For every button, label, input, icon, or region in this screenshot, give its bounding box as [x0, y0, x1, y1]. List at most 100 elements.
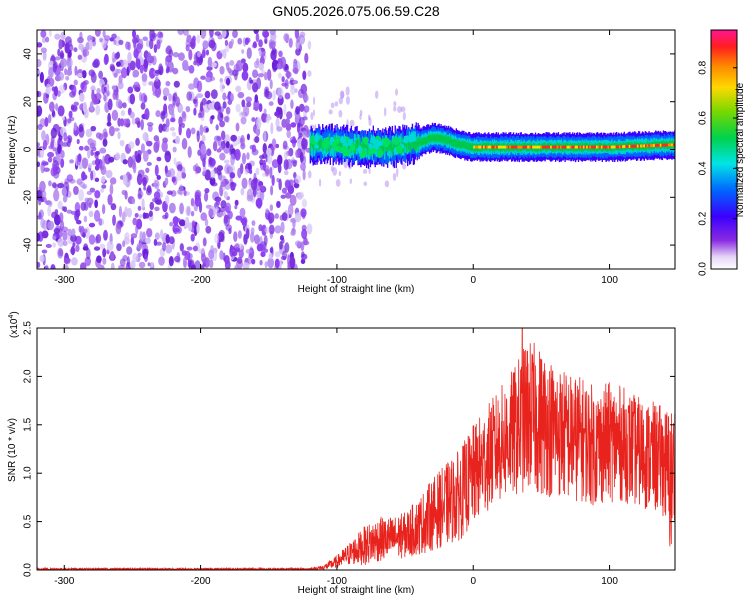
noise-cell [204, 218, 209, 227]
signal-band-cell [392, 141, 395, 151]
noise-cell [284, 192, 292, 199]
noise-cell [42, 139, 48, 150]
spectrogram-x-tick-label: -100 [327, 275, 347, 286]
signal-band-cell [426, 136, 428, 144]
noise-cell [155, 110, 161, 118]
noise-cell [241, 152, 247, 165]
signal-band-cell [458, 140, 460, 148]
signal-core-cell [481, 145, 484, 149]
noise-cell [275, 143, 280, 149]
noise-cell [225, 77, 231, 86]
noise-cell [204, 169, 212, 181]
noise-cell [165, 234, 170, 244]
noise-cell [229, 59, 235, 66]
noise-cell [112, 57, 117, 62]
noise-cell [37, 90, 40, 98]
noise-cell [144, 108, 150, 120]
noise-cell [204, 187, 210, 194]
noise-cell [269, 79, 273, 90]
signal-core-cell [628, 144, 631, 148]
noise-cell [41, 130, 46, 141]
noise-cell [251, 258, 256, 265]
signal-band-cell [425, 137, 427, 145]
signal-core-cell [499, 145, 502, 149]
signal-core-cell [569, 145, 572, 149]
spectrogram-x-axis-label: Height of straight line (km) [298, 284, 415, 295]
noise-cell [196, 34, 201, 44]
noise-cell [362, 169, 368, 174]
noise-cell [107, 98, 113, 111]
noise-cell [185, 105, 191, 113]
signal-core-cell [646, 144, 649, 148]
signal-band-cell [389, 141, 392, 151]
noise-cell [121, 189, 127, 196]
signal-blob [357, 145, 362, 154]
noise-cell [79, 31, 83, 39]
noise-cell [73, 47, 78, 53]
noise-cell [61, 187, 67, 197]
noise-cell [130, 236, 135, 246]
noise-cell [86, 197, 94, 206]
signal-band-cell [364, 144, 366, 154]
noise-cell [300, 162, 306, 171]
noise-cell [157, 31, 163, 39]
signal-core-cell [566, 145, 569, 149]
noise-cell [263, 71, 268, 81]
signal-band-cell [407, 140, 410, 150]
noise-cell [205, 127, 209, 133]
noise-cell [302, 70, 307, 81]
noise-cell [110, 203, 117, 211]
noise-cell [66, 58, 72, 66]
noise-cell [47, 205, 51, 217]
noise-cell [301, 198, 308, 208]
noise-cell [92, 60, 99, 68]
noise-cell [255, 32, 260, 43]
noise-cell [384, 180, 390, 188]
noise-cell [77, 54, 83, 60]
signal-band-cell [358, 134, 360, 152]
noise-cell [293, 182, 300, 189]
noise-cell [63, 257, 71, 265]
signal-band-cell [460, 141, 462, 149]
noise-cell [136, 58, 141, 70]
noise-cell [171, 131, 177, 137]
colorbar-tick-label: 0.8 [698, 60, 709, 74]
noise-cell [49, 60, 54, 66]
signal-band-cell [447, 136, 449, 144]
noise-cell [135, 224, 139, 235]
noise-cell [84, 145, 90, 151]
noise-cell [303, 105, 310, 113]
noise-cell [57, 200, 63, 210]
noise-cell [335, 179, 341, 187]
noise-cell [55, 103, 59, 111]
signal-blob [382, 137, 390, 148]
signal-band-cell [391, 146, 394, 156]
noise-cell [155, 76, 159, 82]
noise-cell [154, 69, 162, 75]
noise-cell [108, 125, 115, 137]
spectrogram-y-axis-label: Frequency (Hz) [7, 116, 18, 185]
noise-cell [132, 252, 139, 263]
noise-cell [272, 89, 276, 101]
noise-cell [289, 256, 296, 268]
noise-cell [368, 167, 371, 175]
noise-cell [181, 111, 187, 122]
noise-cell [113, 127, 120, 132]
noise-cell [212, 140, 218, 152]
signal-band-cell [467, 142, 469, 150]
noise-cell [159, 229, 164, 240]
noise-cell [196, 93, 204, 99]
noise-cell [209, 30, 214, 38]
signal-core-cell [501, 145, 504, 149]
signal-blob [363, 136, 369, 145]
signal-core-cell [512, 145, 515, 149]
noise-cell [178, 219, 186, 227]
noise-cell [136, 121, 141, 128]
noise-cell [307, 170, 312, 179]
noise-cell [256, 117, 262, 130]
noise-cell [37, 145, 41, 157]
noise-cell [151, 32, 157, 38]
signal-band-cell [331, 139, 333, 157]
noise-cell [205, 49, 210, 56]
noise-cell [188, 260, 195, 269]
